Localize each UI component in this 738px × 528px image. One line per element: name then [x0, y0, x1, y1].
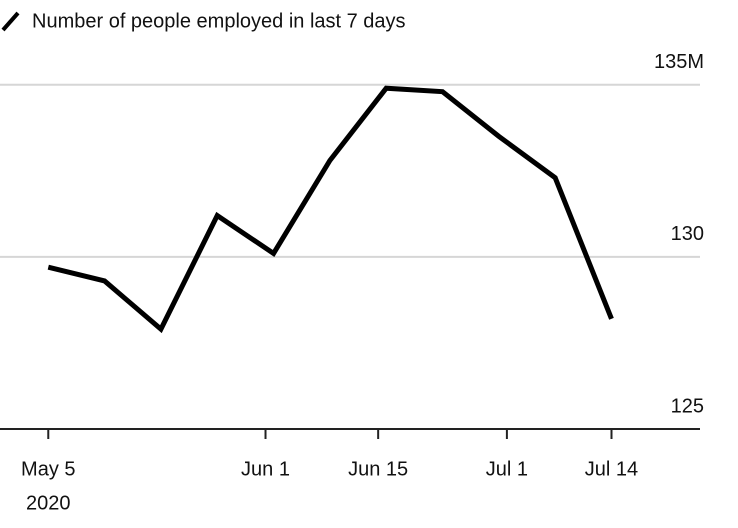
series-line — [47, 85, 614, 334]
x-tick-label: Jun 1 — [241, 458, 290, 480]
legend-swatch — [1, 11, 20, 32]
y-tick-label: 130 — [671, 223, 704, 245]
x-tick-label: Jul 14 — [585, 458, 638, 480]
x-tick-label: Jun 15 — [348, 458, 408, 480]
y-tick-label: 135M — [654, 51, 704, 73]
x-year-label: 2020 — [26, 492, 71, 514]
x-tick-label: Jul 1 — [486, 458, 528, 480]
legend-label: Number of people employed in last 7 days — [32, 10, 406, 32]
x-tick-label: May 5 — [21, 458, 75, 480]
y-tick-label: 125 — [671, 395, 704, 417]
